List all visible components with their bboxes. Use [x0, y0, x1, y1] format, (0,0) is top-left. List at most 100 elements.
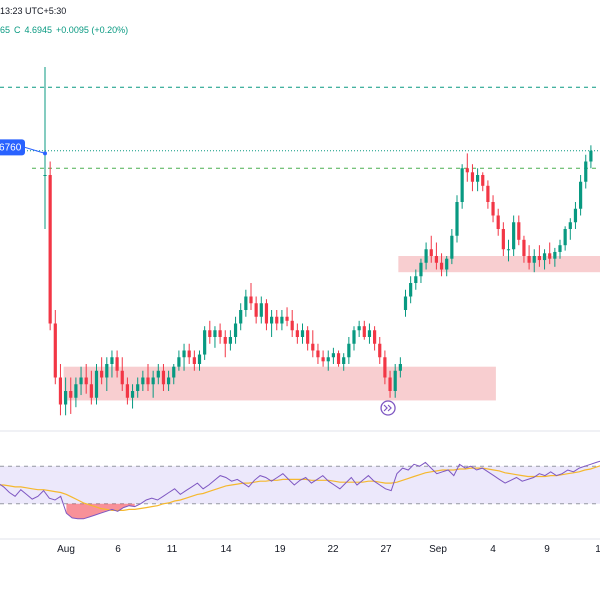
candle-20 [146, 364, 150, 391]
candle-body [290, 320, 294, 331]
candle-body [182, 350, 186, 358]
rsi-band [0, 466, 600, 504]
candle-body [203, 330, 207, 355]
callout-box[interactable] [0, 139, 25, 156]
candle-72 [414, 269, 418, 290]
candle-body [439, 262, 444, 270]
candle-34 [218, 323, 222, 344]
candle-88 [496, 208, 500, 236]
candle-21 [151, 370, 155, 398]
candle-37 [233, 316, 238, 344]
candle-32 [208, 320, 212, 344]
candle-98 [548, 242, 552, 265]
candle-body [105, 364, 109, 378]
candles [43, 67, 593, 416]
candle-body [239, 310, 243, 324]
candle-99 [553, 247, 557, 267]
candle-0 [43, 67, 47, 229]
price-callout[interactable]: 4.6760 [0, 139, 47, 156]
candle-28 [187, 343, 191, 364]
candle-body [69, 391, 73, 398]
candle-24 [167, 370, 171, 391]
candle-body [172, 366, 176, 378]
candle-body [573, 208, 578, 223]
zone-1 [398, 256, 600, 273]
candle-64 [373, 326, 377, 351]
candle-5 [69, 377, 73, 414]
candle-67 [388, 370, 392, 398]
candle-body [208, 330, 212, 337]
candle-26 [177, 350, 181, 371]
candle-70 [403, 289, 408, 317]
candle-body [64, 391, 68, 405]
candle-body [218, 330, 222, 337]
candle-42 [259, 296, 263, 324]
candle-85 [481, 172, 485, 192]
callout-leader [24, 146, 46, 154]
candle-body [187, 350, 191, 358]
candle-body [445, 258, 449, 270]
candle-body [532, 256, 536, 263]
candle-body [254, 303, 258, 317]
double-chevron-right-icon[interactable] [380, 400, 396, 416]
candle-80 [455, 195, 459, 243]
candle-14 [115, 350, 119, 378]
x-tick-3: 14 [220, 544, 232, 555]
candle-46 [280, 310, 284, 331]
candle-91 [512, 215, 516, 256]
candle-23 [161, 364, 166, 391]
candle-body [450, 235, 454, 259]
candle-81 [460, 164, 464, 209]
candle-body [89, 384, 93, 398]
candle-63 [367, 323, 372, 344]
candle-49 [295, 323, 299, 344]
candle-body [584, 161, 588, 182]
candle-58 [342, 353, 346, 371]
candle-22 [156, 364, 160, 385]
x-tick-2: 11 [167, 544, 178, 555]
candle-body [342, 357, 346, 364]
candle-body [192, 357, 196, 364]
candle-body [94, 370, 99, 398]
candle-body [48, 175, 52, 324]
candle-38 [239, 303, 243, 331]
candle-body [378, 343, 382, 358]
candle-51 [306, 326, 310, 351]
candle-16 [125, 377, 129, 405]
candle-body [481, 175, 485, 186]
candle-94 [527, 245, 531, 270]
candle-body [491, 202, 495, 216]
callout-label: 4.6760 [0, 142, 22, 153]
x-axis: Aug 6 11 14 19 22 27 Sep 4 9 1 [57, 544, 600, 555]
candle-35 [223, 330, 227, 358]
candle-15 [120, 357, 124, 391]
candle-19 [141, 370, 145, 391]
candle-body [409, 283, 413, 297]
zones [63, 256, 600, 401]
candle-body [512, 222, 516, 250]
candle-48 [290, 310, 294, 337]
candle-body [347, 343, 351, 358]
candle-103 [573, 202, 578, 229]
candle-47 [285, 307, 289, 327]
candle-87 [491, 195, 495, 223]
candle-body [321, 357, 325, 362]
candle-body [213, 330, 217, 337]
candle-104 [579, 175, 583, 216]
ohlc-readout: 65 C 4.6945 +0.0095 (+0.20%) [0, 25, 132, 36]
candle-3 [58, 364, 63, 416]
candle-84 [476, 168, 480, 192]
candle-body [517, 222, 521, 240]
candle-body [414, 276, 418, 283]
candle-body [316, 350, 320, 358]
candle-43 [264, 299, 269, 331]
candle-body [393, 370, 397, 391]
candle-106 [589, 145, 593, 169]
x-tick-6: 27 [380, 544, 392, 555]
candle-102 [568, 218, 572, 240]
candle-82 [465, 153, 469, 182]
rsi-oversold-fill [66, 503, 135, 519]
candle-57 [336, 350, 341, 367]
candle-body [100, 370, 104, 378]
